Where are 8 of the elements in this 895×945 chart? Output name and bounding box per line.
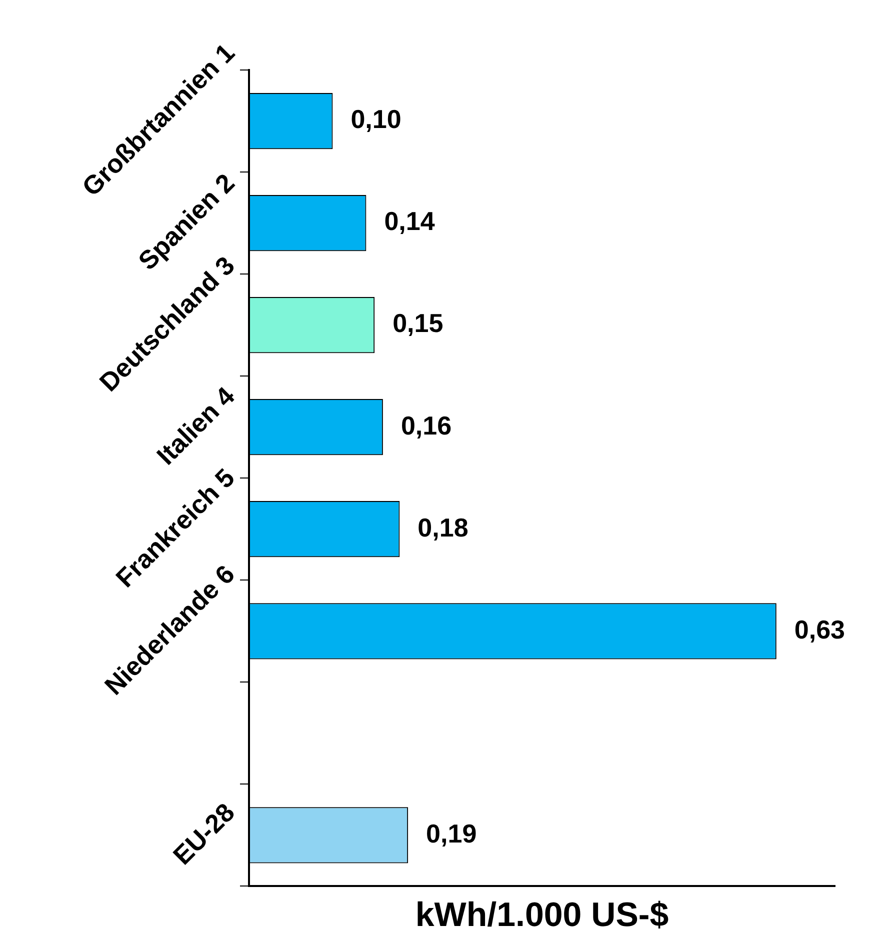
data-label: 0,16 [400, 410, 452, 440]
data-label: 0,18 [418, 512, 468, 542]
data-label: 0,14 [384, 206, 436, 236]
data-label: 0,19 [426, 818, 477, 848]
data-label: 0,63 [794, 614, 846, 644]
data-label: 0,10 [350, 104, 402, 134]
x-axis-title: kWh/1.000 US-$ [415, 896, 669, 934]
data-label: 0,15 [392, 308, 444, 338]
